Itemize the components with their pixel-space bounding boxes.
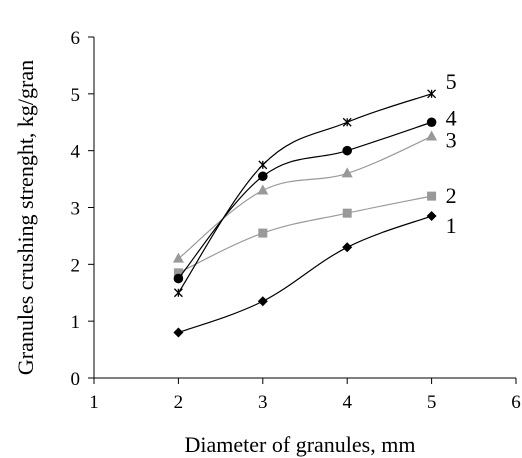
series-line xyxy=(178,215,432,334)
y-axis-title: Granules crushing strenght, kg/gran xyxy=(13,60,38,375)
star-marker xyxy=(258,160,268,170)
square-marker xyxy=(258,228,268,238)
diamond-marker xyxy=(173,327,184,338)
y-tick-label: 6 xyxy=(71,28,81,49)
triangle-marker xyxy=(341,167,353,178)
series-line xyxy=(177,121,432,279)
series-2: 2 xyxy=(173,183,457,278)
series-line xyxy=(178,195,432,274)
triangle-marker xyxy=(172,252,184,263)
series-label: 1 xyxy=(446,213,457,238)
y-tick-label: 2 xyxy=(71,255,81,276)
y-tick-label: 5 xyxy=(71,85,81,106)
series-label: 4 xyxy=(446,105,457,130)
x-tick-label: 5 xyxy=(427,392,437,413)
diamond-marker xyxy=(257,296,268,307)
diamond-marker xyxy=(426,211,437,222)
x-tick-label: 4 xyxy=(342,392,352,413)
y-tick-label: 1 xyxy=(71,312,81,333)
diamond-marker xyxy=(342,242,353,253)
y-tick-label: 3 xyxy=(71,199,81,220)
triangle-marker xyxy=(426,130,438,141)
series-1: 1 xyxy=(173,211,457,338)
series-line xyxy=(178,135,432,260)
y-tick-label: 4 xyxy=(71,142,81,163)
series-label: 5 xyxy=(446,69,457,94)
y-tick-label: 0 xyxy=(71,369,81,390)
square-marker xyxy=(173,268,183,278)
square-marker xyxy=(427,191,437,201)
star-marker xyxy=(342,117,352,127)
square-marker xyxy=(342,208,352,218)
series-label: 2 xyxy=(446,183,457,208)
circle-marker xyxy=(342,145,353,156)
x-tick-label: 1 xyxy=(89,392,99,413)
series-5: 5 xyxy=(173,69,457,298)
triangle-marker xyxy=(257,184,269,195)
series-3: 3 xyxy=(172,127,457,263)
x-tick-label: 2 xyxy=(174,392,184,413)
star-marker xyxy=(427,89,437,99)
x-axis-title: Diameter of granules, mm xyxy=(185,432,416,457)
circle-marker xyxy=(258,171,268,182)
x-tick-label: 3 xyxy=(258,392,268,413)
series-4: 4 xyxy=(173,105,457,284)
series-layer: 1 2 34 5 xyxy=(172,69,457,338)
star-marker xyxy=(173,288,183,298)
circle-marker xyxy=(426,117,437,128)
x-axis-ticks: 1 2 3 4 5 6 xyxy=(89,378,521,413)
circle-marker xyxy=(173,273,184,284)
series-line xyxy=(177,93,432,294)
x-tick-label: 6 xyxy=(511,392,521,413)
y-axis-ticks: 0 1 2 3 4 5 6 xyxy=(71,28,94,390)
series-label: 3 xyxy=(446,127,457,152)
